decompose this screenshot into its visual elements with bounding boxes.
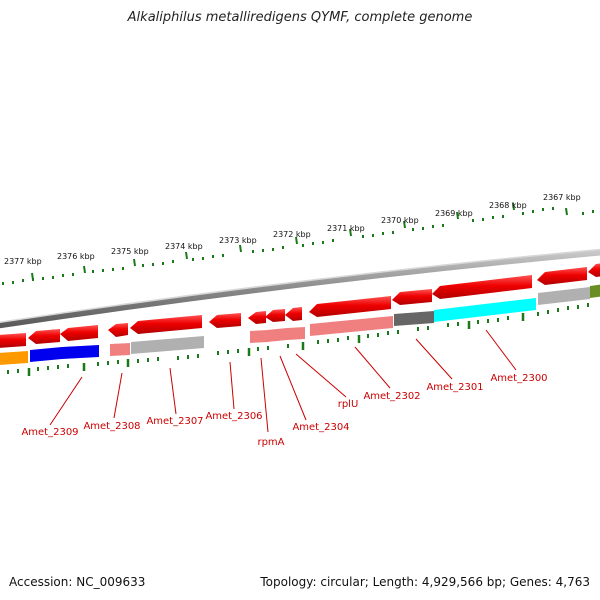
- gene-arrow: [209, 313, 241, 328]
- gene-arrow: [309, 296, 391, 317]
- gene-arrow: [537, 267, 587, 285]
- gene-label: Amet_2309: [21, 427, 78, 438]
- gene-label: Amet_2307: [146, 416, 203, 427]
- gene-label: rpmA: [257, 437, 284, 448]
- gene-label: Amet_2300: [490, 373, 547, 384]
- gene-track-cds: [0, 263, 600, 348]
- kbp-label: 2377 kbp: [4, 257, 42, 266]
- gene-arrow: [432, 275, 532, 299]
- gene-arrow: [265, 309, 285, 322]
- kbp-label: 2367 kbp: [543, 193, 581, 202]
- accession-text: Accession: NC_009633: [9, 575, 146, 589]
- scale-ticks-minor: [2, 207, 594, 285]
- scale-ticks-major: [31, 202, 568, 281]
- kbp-label: 2371 kbp: [327, 224, 365, 233]
- gene-label: Amet_2302: [363, 391, 420, 402]
- genome-backbone: [0, 249, 600, 329]
- gene-track-cog: [0, 284, 600, 365]
- gene-arrow: [28, 329, 60, 344]
- kbp-label: 2368 kbp: [489, 201, 527, 210]
- gene-arrow: [0, 333, 26, 348]
- kbp-label: 2373 kbp: [219, 236, 257, 245]
- kbp-label: 2372 kbp: [273, 230, 311, 239]
- kbp-label: 2369 kbp: [435, 209, 473, 218]
- gene-arrow: [285, 307, 302, 321]
- leader-lines: [49, 329, 517, 433]
- gene-arrow: [60, 325, 98, 341]
- kbp-label: 2374 kbp: [165, 242, 203, 251]
- gene-label: rplU: [338, 399, 359, 410]
- gene-label: Amet_2306: [205, 411, 262, 422]
- gene-arrow: [588, 263, 600, 277]
- inner-ticks: [7, 303, 589, 376]
- kbp-label: 2376 kbp: [57, 252, 95, 261]
- kbp-label: 2375 kbp: [111, 247, 149, 256]
- gene-label: Amet_2301: [426, 382, 483, 393]
- kbp-label: 2370 kbp: [381, 216, 419, 225]
- gene-arrow: [108, 323, 128, 337]
- gene-arrow: [392, 289, 432, 305]
- gene-arrow: [130, 315, 202, 334]
- gene-label: Amet_2304: [292, 422, 349, 433]
- gene-arrow: [248, 311, 266, 324]
- map-title: Alkaliphilus metalliredigens QYMF, compl…: [127, 10, 473, 25]
- gene-label: Amet_2308: [83, 421, 140, 432]
- genome-summary-text: Topology: circular; Length: 4,929,566 bp…: [260, 575, 590, 589]
